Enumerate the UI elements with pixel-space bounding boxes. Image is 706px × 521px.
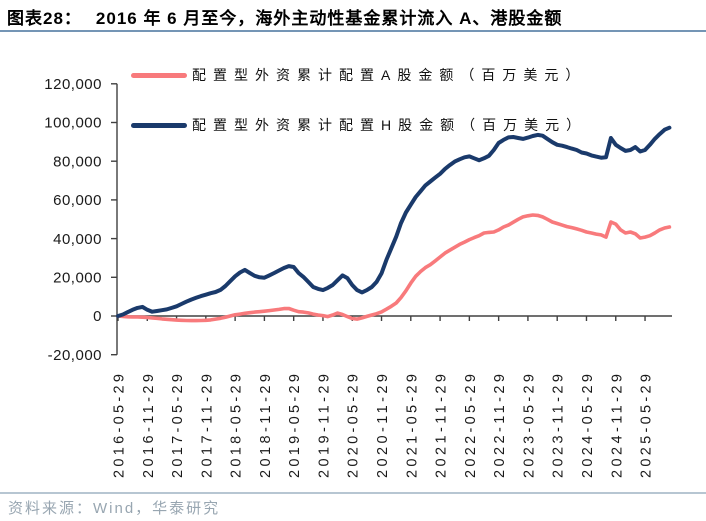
y-tick-label: 100,000 bbox=[44, 115, 102, 132]
x-tick-label: 2023-05-29 bbox=[521, 372, 537, 478]
figure-title: 图表28： 2016 年 6 月至今，海外主动性基金累计流入 A、港股金额 bbox=[7, 4, 562, 29]
x-tick-label: 2022-11-29 bbox=[492, 372, 508, 478]
figure-number-label: 图表28： bbox=[7, 9, 82, 28]
a-share-line-swatch bbox=[131, 72, 187, 78]
x-tick-label: 2019-11-29 bbox=[317, 372, 333, 478]
x-tick-label: 2024-11-29 bbox=[609, 372, 625, 478]
legend-label-a-share: 配置型外资累计配置A股金额（百万美元） bbox=[192, 67, 587, 83]
x-tick-label: 2017-11-29 bbox=[199, 372, 215, 478]
x-tick-label: 2023-11-29 bbox=[551, 372, 567, 478]
footer-divider bbox=[0, 492, 706, 494]
x-tick-label: 2022-05-29 bbox=[463, 372, 479, 478]
x-tick-label: 2021-11-29 bbox=[434, 372, 450, 478]
x-tick-label: 2018-11-29 bbox=[258, 372, 274, 478]
x-tick-label: 2025-05-29 bbox=[639, 372, 655, 478]
x-tick-label: 2017-05-29 bbox=[170, 372, 186, 478]
y-tick-label: 20,000 bbox=[53, 270, 102, 287]
x-tick-label: 2021-05-29 bbox=[404, 372, 420, 478]
x-tick-label: 2016-05-29 bbox=[112, 372, 128, 478]
y-tick-label: 0 bbox=[93, 308, 102, 325]
h-share-line-swatch bbox=[131, 122, 187, 128]
a-share-line bbox=[116, 213, 672, 323]
y-tick-label: 120,000 bbox=[44, 76, 102, 93]
figure-title-text: 2016 年 6 月至今，海外主动性基金累计流入 A、港股金额 bbox=[95, 9, 563, 28]
x-tick-label: 2016-11-29 bbox=[141, 372, 157, 478]
h-share-line bbox=[116, 125, 672, 318]
legend-label-h-share: 配置型外资累计配置H股金额（百万美元） bbox=[192, 117, 588, 133]
legend-item-h-share: 配置型外资累计配置H股金额（百万美元） bbox=[131, 116, 587, 134]
y-tick-label: -20,000 bbox=[48, 347, 102, 364]
x-tick-label: 2024-05-29 bbox=[580, 372, 596, 478]
title-divider bbox=[0, 30, 706, 32]
x-tick-label: 2018-05-29 bbox=[229, 372, 245, 478]
y-tick-label: 80,000 bbox=[53, 153, 102, 170]
source-note: 资料来源：Wind，华泰研究 bbox=[8, 500, 221, 517]
x-tick-label: 2019-05-29 bbox=[287, 372, 303, 478]
x-tick-label: 2020-05-29 bbox=[346, 372, 362, 478]
y-tick-label: 60,000 bbox=[53, 192, 102, 209]
legend-item-a-share: 配置型外资累计配置A股金额（百万美元） bbox=[131, 66, 586, 84]
y-tick-label: 40,000 bbox=[53, 231, 102, 248]
x-tick-label: 2020-11-29 bbox=[375, 372, 391, 478]
